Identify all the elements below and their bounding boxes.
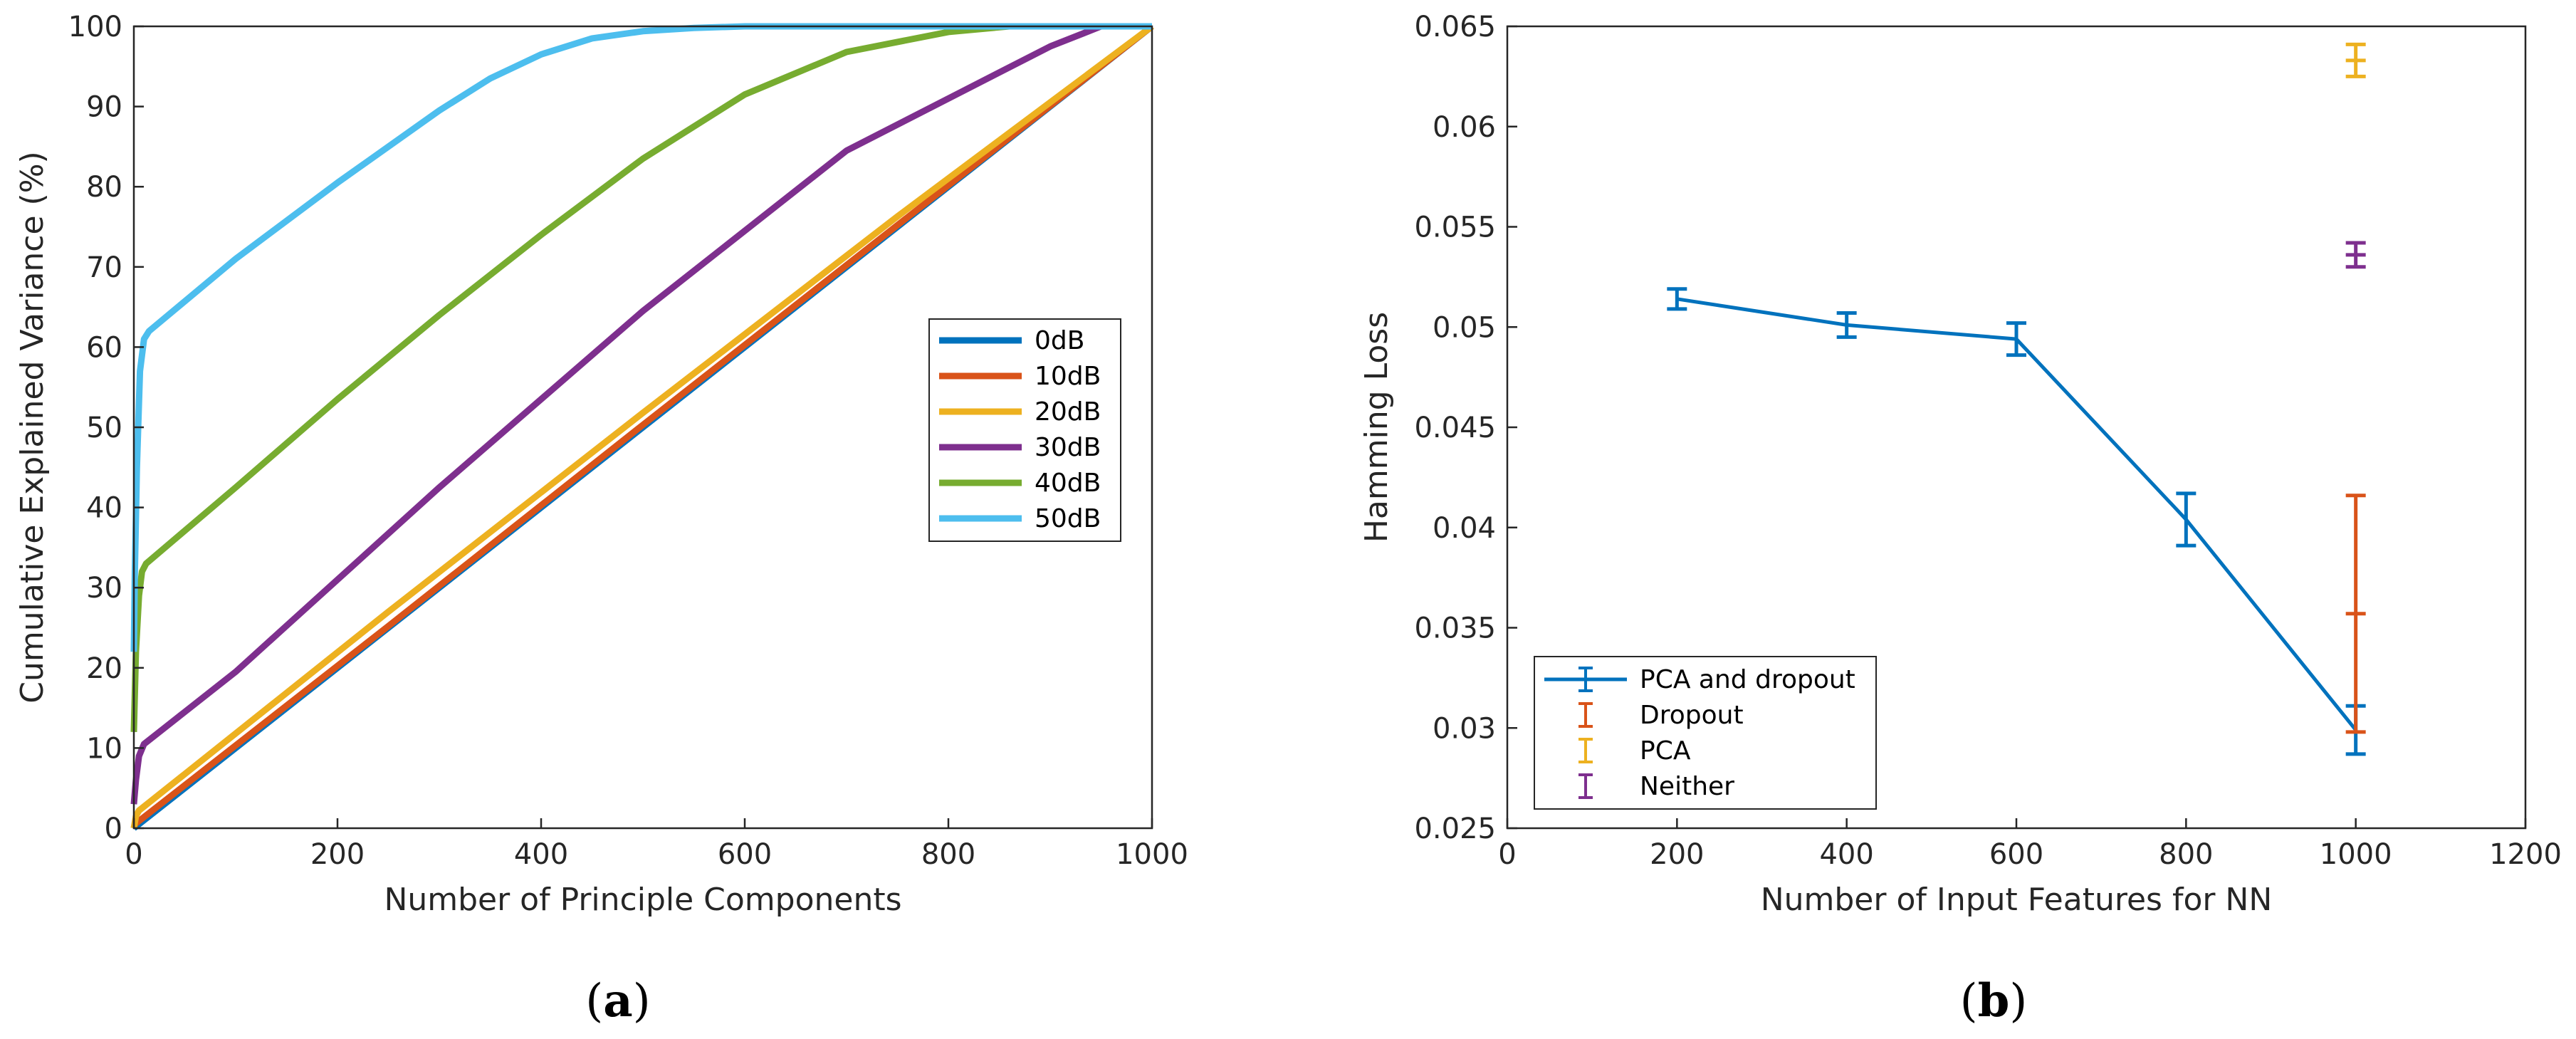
panel-b-errorbar-PCA [2345, 42, 2366, 78]
panel-a-xtick-label: 800 [921, 838, 975, 871]
panel-a-ytick-label: 100 [68, 11, 122, 43]
panel-b-errorbar-PCA-and-dropout [1836, 311, 1857, 339]
panel-a-ytick-label: 90 [86, 91, 122, 124]
panel-a-ytick-label: 20 [86, 652, 122, 685]
panel-b-xtick-label: 600 [1989, 838, 2043, 871]
panel-a-ytick-label: 40 [86, 492, 122, 525]
panel-b-legend-label: Neither [1640, 772, 1734, 801]
panel-a-ylabel: Cumulative Explained Variance (%) [14, 151, 51, 703]
panel-b-xtick-label: 200 [1650, 838, 1704, 871]
panel-b-ytick-label: 0.045 [1414, 412, 1496, 444]
panel-b-ytick-label: 0.035 [1414, 612, 1496, 645]
panel-b-ytick-label: 0.055 [1414, 212, 1496, 244]
panel-b-ytick-label: 0.05 [1433, 311, 1496, 344]
panel-a-ticks: 0 200 400 600 800 1000 0 10 20 30 40 50 60 70 80 90 100 [68, 11, 1188, 871]
panel-b-xtick-label: 1000 [2320, 838, 2392, 871]
panel-a-series-line-20dB [130, 24, 1154, 829]
panel-b-legend-swatch [1544, 667, 1627, 692]
panel-b-legend: PCA and dropout Dropout PCA Neither [1534, 656, 1877, 810]
panel-a-xtick-label: 1000 [1116, 838, 1188, 871]
panel-b-ytick-label: 0.03 [1433, 712, 1496, 745]
panel-a-ytick-label: 70 [86, 251, 122, 284]
panel-b-legend-box [1534, 656, 1877, 810]
panel-b-errorbar-PCA-and-dropout [1667, 287, 1687, 311]
panel-a-series-line-30dB [130, 23, 1152, 805]
panel-b-ylabel: Hamming Loss [1358, 312, 1395, 543]
panel-a-legend-label: 10dB [1035, 362, 1101, 391]
panel-a-legend-label: 0dB [1035, 326, 1084, 355]
panel-a-xtick-label: 0 [125, 838, 142, 871]
panel-b-xtick-label: 0 [1498, 838, 1516, 871]
panel-a-ytick-label: 80 [86, 171, 122, 204]
panel-a-legend-label: 50dB [1035, 504, 1101, 533]
panel-a-xtick-label: 600 [718, 838, 772, 871]
panel-b-legend-label: PCA [1640, 736, 1691, 766]
panel-b-xtick-label: 400 [1819, 838, 1873, 871]
panel-a-ytick-label: 50 [86, 412, 122, 444]
panel-b-ticks: 0 200 400 600 800 1000 1200 0.025 0.03 0.035 0.04 0… [1414, 11, 2561, 871]
panel-a-legend-label: 20dB [1035, 397, 1101, 427]
panel-a-legend-label: 30dB [1035, 433, 1101, 462]
panel-b-ytick-label: 0.065 [1414, 11, 1496, 43]
panel-b-xtick-label: 800 [2159, 838, 2213, 871]
panel-b-xtick-label: 1200 [2489, 838, 2562, 871]
panel-b-chart: 0 200 400 600 800 1000 1200 0.025 0.03 0.035 0.04 0… [1358, 11, 2562, 1028]
panel-a-ytick-label: 0 [105, 813, 122, 845]
panel-b-errorbar-Dropout [2345, 494, 2366, 734]
panel-a-xtick-label: 400 [514, 838, 568, 871]
panel-b-subfigure-label: (b) [1960, 974, 2028, 1028]
panel-a-legend-label: 40dB [1035, 469, 1101, 498]
panel-b-errorbar-Neither [2345, 241, 2366, 269]
panel-a-chart: 0 200 400 600 800 10000102030405060708090100 … [14, 11, 1188, 1028]
panel-b-xlabel: Number of Input Features for NN [1761, 882, 2273, 918]
panel-b-legend-swatch [1578, 738, 1593, 763]
panel-b-errorbar-PCA-and-dropout [2006, 321, 2026, 357]
panel-a-series-line-50dB [130, 23, 1152, 652]
panel-a-xlabel: Number of Principle Components [384, 882, 901, 918]
panel-b-legend-swatch [1578, 773, 1593, 799]
panel-a-legend: 0dB 10dB 20dB 30dB 40dB 50dB [928, 318, 1121, 542]
panel-a-subfigure-label: (a) [585, 974, 650, 1028]
panel-a-legend-box [928, 318, 1121, 542]
panel-b-series-group [1667, 42, 2366, 756]
panel-a-ytick-label: 60 [86, 331, 122, 364]
panel-b-legend-label: PCA and dropout [1640, 665, 1855, 694]
panel-b-ytick-label: 0.025 [1414, 813, 1496, 845]
panel-b-legend-label: Dropout [1640, 701, 1744, 730]
panel-a-xtick-label: 200 [310, 838, 365, 871]
panel-b-ytick-label: 0.06 [1433, 111, 1496, 144]
panel-b-legend-swatch [1578, 702, 1593, 728]
panel-b-errorbar-PCA-and-dropout [2176, 491, 2197, 548]
panel-a-ytick-label: 30 [86, 572, 122, 605]
panel-b-ytick-label: 0.04 [1433, 512, 1496, 545]
panel-a-ytick-label: 10 [86, 732, 122, 765]
